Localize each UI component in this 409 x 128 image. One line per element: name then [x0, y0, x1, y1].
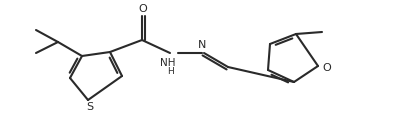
Text: O: O — [322, 63, 330, 73]
Text: NH: NH — [160, 58, 175, 68]
Text: O: O — [138, 4, 147, 14]
Text: H: H — [167, 67, 174, 76]
Text: N: N — [197, 40, 206, 50]
Text: S: S — [86, 102, 93, 112]
